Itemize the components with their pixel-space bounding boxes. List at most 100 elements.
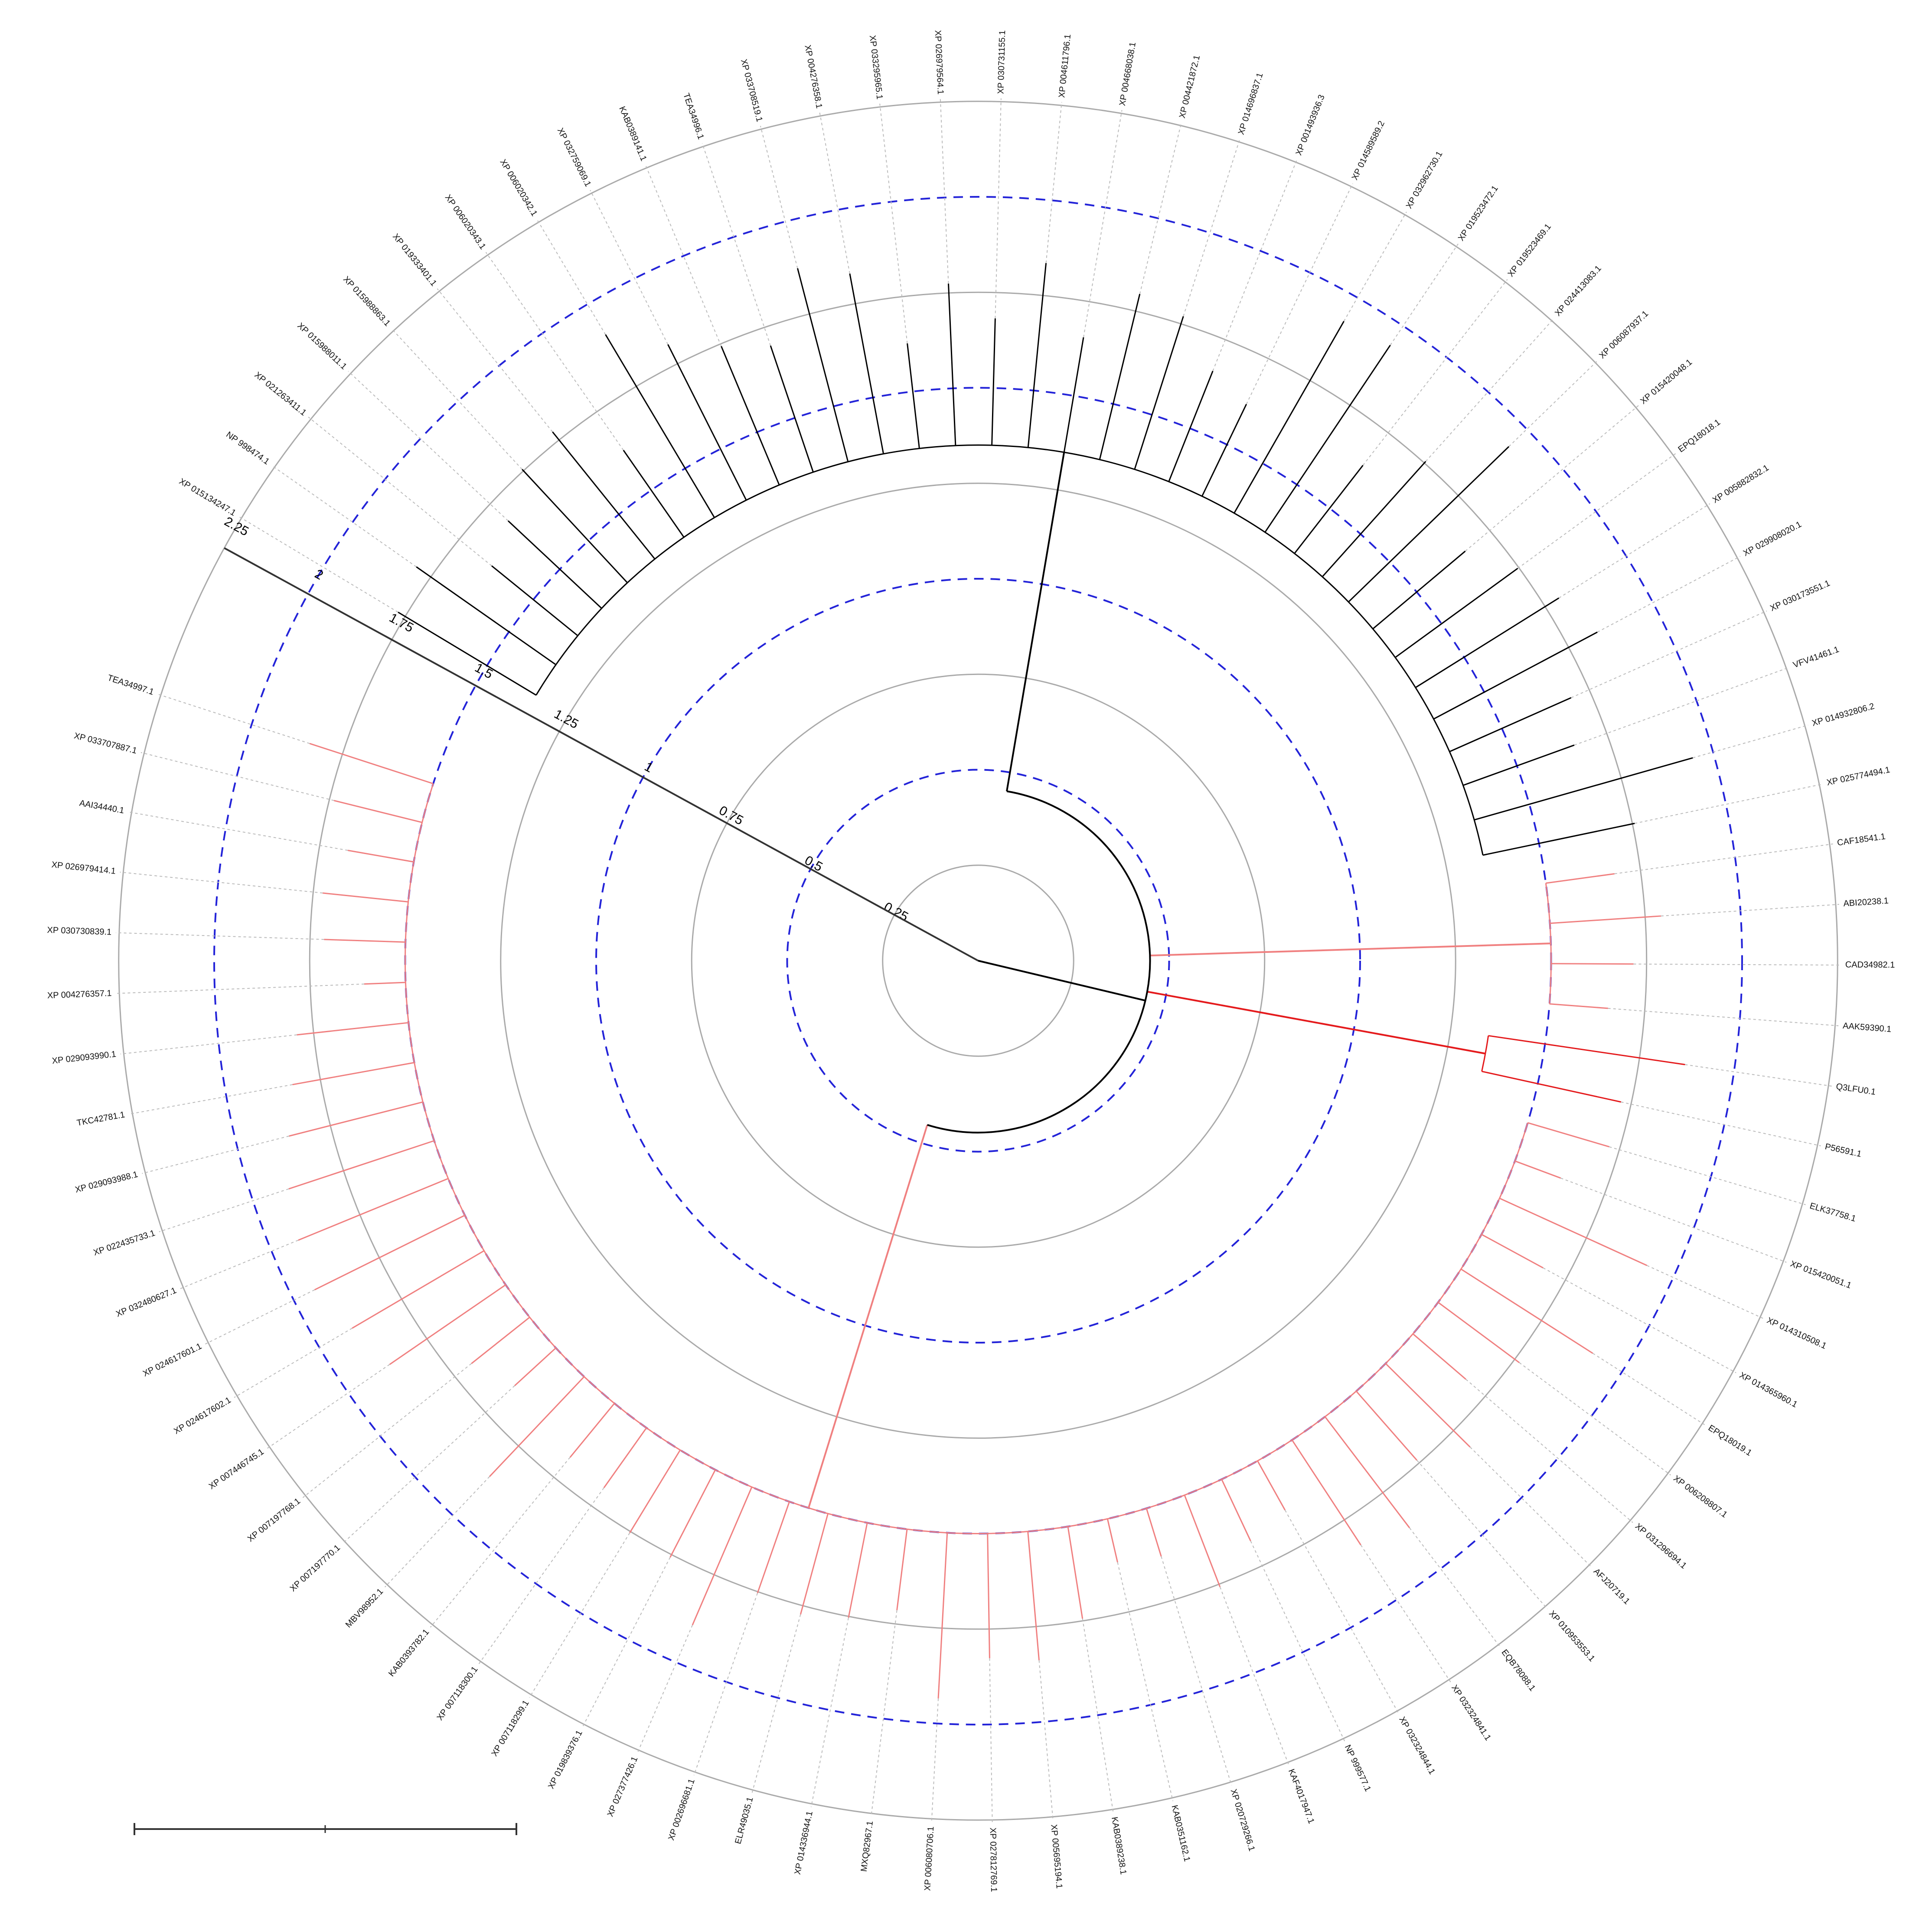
leaf-label: ELK37758.1 <box>1808 1201 1857 1223</box>
leaf-guide <box>1343 212 1407 322</box>
leaf-guide <box>120 1034 297 1055</box>
leaf-label: XP 014310508.1 <box>1766 1316 1828 1351</box>
leaf-guide <box>430 1457 571 1628</box>
leaf-label: ABI20238.1 <box>1843 896 1889 909</box>
leaf-guide <box>116 983 365 994</box>
leaf-label: XP 029093988.1 <box>74 1170 139 1195</box>
branch <box>289 1101 423 1137</box>
branch <box>1063 337 1084 453</box>
leaf-label: XP 014336944.1 <box>793 1810 815 1875</box>
leaf-guide <box>645 164 722 346</box>
branch <box>471 1317 530 1364</box>
leaf-label: XP 015134247.1 <box>177 476 238 518</box>
scale-circle <box>691 673 1266 1248</box>
leaf-guide <box>1519 1362 1671 1476</box>
leaf-label: XP 032759069.1 <box>555 127 593 189</box>
leaf-guide <box>760 126 798 269</box>
leaf-guide <box>391 328 522 470</box>
scale-axis <box>224 547 979 962</box>
branch <box>1348 446 1510 603</box>
leaf-label: TEA34996.1 <box>681 92 705 140</box>
branch <box>552 431 656 560</box>
leaf-label: AAI34440.1 <box>78 799 125 816</box>
branch <box>1234 321 1345 514</box>
branch <box>1027 1531 1040 1660</box>
branch <box>937 1533 948 1699</box>
branch <box>1372 551 1466 629</box>
leaf-label: XP 015988011.1 <box>295 321 348 372</box>
scale-tick-label: 0.75 <box>717 803 746 828</box>
leaf-label: XP 007118300.1 <box>435 1665 480 1722</box>
leaf-label: XP 027377426.1 <box>606 1755 640 1818</box>
leaf-guide <box>1508 360 1598 447</box>
leaf-label: AFJ20719.1 <box>1592 1567 1632 1606</box>
leaf-guide <box>234 1327 352 1398</box>
leaf-label: XP 032962730.1 <box>1404 150 1445 210</box>
leaf-label: XP 019523472.1 <box>1456 184 1500 243</box>
leaf-guide <box>437 288 553 432</box>
leaf-label: XP 007197768.1 <box>246 1496 302 1544</box>
leaf-guide <box>1250 1541 1345 1742</box>
branch <box>292 1062 414 1086</box>
branch <box>1474 757 1693 821</box>
branch <box>288 1140 434 1190</box>
leaf-guide <box>1212 159 1298 372</box>
leaf-label: NP 999577.1 <box>1343 1743 1373 1793</box>
leaf-label: XP 030173551.1 <box>1769 578 1831 613</box>
branch <box>491 565 578 636</box>
clade-arc <box>1481 1035 1489 1072</box>
leaf-guide <box>1609 1146 1806 1205</box>
branch <box>629 1449 681 1533</box>
branch <box>1499 1197 1648 1266</box>
branch <box>947 284 956 446</box>
branch <box>1294 465 1364 554</box>
leaf-guide <box>1647 1265 1764 1319</box>
leaf-guide <box>205 1289 315 1345</box>
leaf-guide <box>385 1476 490 1588</box>
leaf-label: KAB0389141.1 <box>617 105 648 163</box>
branch <box>352 1250 485 1329</box>
leaf-label: XP 024617601.1 <box>141 1341 203 1379</box>
leaf-guide <box>1558 503 1710 599</box>
leaf-guide <box>1621 1101 1821 1147</box>
leaf-label: XP 005695194.1 <box>1049 1824 1064 1889</box>
leaf-guide <box>238 516 398 613</box>
scale-tick-label: 2 <box>312 567 325 583</box>
branch <box>507 520 602 609</box>
leaf-guide <box>116 932 324 940</box>
branch <box>603 1427 647 1488</box>
leaf-label: XP 014589589.2 <box>1350 119 1387 181</box>
leaf-label: TKC42781.1 <box>76 1110 125 1128</box>
leaf-guide <box>536 219 606 335</box>
leaf-guide <box>1409 1527 1501 1648</box>
leaf-label: XP 004276358.1 <box>803 44 824 109</box>
branch <box>692 1487 753 1626</box>
leaf-label: XP 014932806.2 <box>1811 701 1876 728</box>
leaf-label: XP 019839376.1 <box>546 1729 584 1790</box>
leaf-guide <box>157 694 310 744</box>
leaf-label: XP 015988863.1 <box>341 274 392 328</box>
stem <box>807 1125 928 1508</box>
leaf-label: ELR49035.1 <box>733 1796 755 1845</box>
leaf-label: XP 005882832.1 <box>1711 463 1771 505</box>
branch <box>298 1178 449 1241</box>
leaf-guide <box>819 112 850 274</box>
scale-tick-label: 1 <box>642 760 655 776</box>
leaf-label: XP 010953553.1 <box>1547 1609 1597 1663</box>
leaf-guide <box>879 103 908 344</box>
root <box>978 960 1146 1001</box>
leaf-guide <box>1246 183 1353 404</box>
leaf-label: MXQ82967.1 <box>859 1820 875 1872</box>
leaf-guide <box>1574 667 1790 746</box>
leaf-label: XP 004276357.1 <box>47 988 112 1001</box>
branch <box>623 450 685 538</box>
leaf-guide <box>1518 453 1676 569</box>
leaf-label: XP 004611796.1 <box>1057 34 1073 98</box>
leaf-guide <box>1425 318 1554 462</box>
branch <box>569 1403 615 1458</box>
leaf-guide <box>1571 610 1767 698</box>
leaf-guide <box>1362 279 1508 466</box>
leaf-guide <box>478 1487 604 1665</box>
scale-tick-label: 1.25 <box>552 707 581 732</box>
